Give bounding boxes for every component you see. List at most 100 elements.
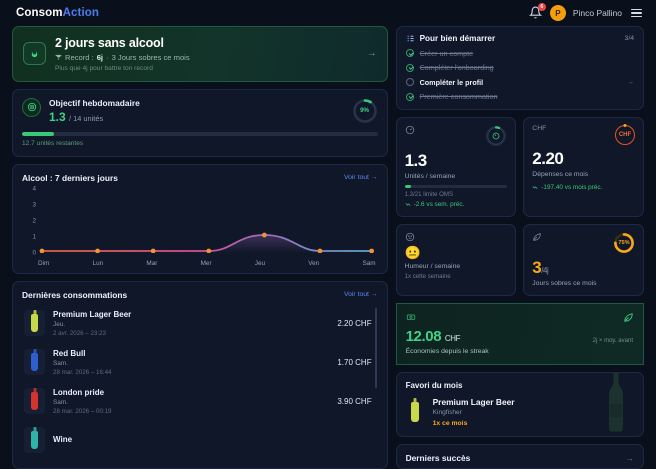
sober-number: 3 <box>532 258 542 277</box>
consumption-name: London pride <box>53 387 105 397</box>
favorite-row: Premium Lager Beer Kingfisher 1x ce mois <box>406 397 634 427</box>
chart-y-tick: 3 <box>32 201 36 208</box>
stat-row-1: 1.3 Unités / semaine 1.3/21 limite OMS -… <box>395 117 644 217</box>
sober-unit: /4j <box>541 266 549 275</box>
onboarding-item[interactable]: Créer un compte <box>405 49 634 58</box>
flame-icon-glyph <box>31 49 38 58</box>
money-icon-glyph <box>406 314 415 320</box>
check-circle-icon <box>405 49 414 57</box>
chf-coin-icon: CHF <box>615 125 635 145</box>
spend-delta: -197.40 vs mois préc. <box>532 184 635 191</box>
consumption-name: Red Bull <box>53 348 86 358</box>
sober-ring-svg <box>614 233 634 253</box>
avatar[interactable]: P <box>549 5 566 21</box>
streak-banner[interactable]: 2 jours sans alcool Record : 6j · 3 Jour… <box>12 26 388 82</box>
recent-consumptions-title: Dernières consommations <box>22 289 128 300</box>
consumption-price: 1.70 CHF <box>337 357 372 367</box>
alcohol-chart-see-all-link[interactable]: Voir tout → <box>343 174 378 181</box>
consumption-date: 28 mar. 2026 – 00:19 <box>53 407 112 415</box>
streak-arrow-icon[interactable]: → <box>366 48 377 60</box>
weekly-goal-unit: / 14 unités <box>69 113 104 123</box>
right-column: Pour bien démarrer 3/4 Créer un compte Co… <box>395 26 644 469</box>
onboarding-item[interactable]: Compléter l'onboarding <box>405 63 634 72</box>
units-value: 1.3 <box>404 151 428 170</box>
drink-bottle-icon <box>31 430 38 449</box>
chart-x-tick: Sam <box>362 259 376 267</box>
units-label: Unités / semaine <box>404 173 456 180</box>
alcohol-chart-card: Alcool : 7 derniers jours Voir tout → 0 1… <box>12 163 388 274</box>
recent-consumptions-card: Dernières consommations Voir tout → Prem… <box>12 280 388 469</box>
consumption-info: Wine <box>53 435 364 444</box>
onboarding-header: Pour bien démarrer 3/4 <box>406 34 634 43</box>
monthly-spend-card[interactable]: CHF CHF 2.20 Dépenses ce mois -197.40 vs… <box>523 117 644 217</box>
trophy-icon <box>55 54 62 60</box>
savings-number: 12.08 <box>405 328 442 345</box>
chart-x-tick: Jeu <box>254 259 266 267</box>
onboarding-item[interactable]: Compléter le profil → <box>405 78 634 87</box>
consumption-row[interactable]: Wine <box>22 421 378 459</box>
user-name: Pinco Pallino <box>572 8 622 18</box>
consumption-thumbnail <box>24 426 45 453</box>
chart-x-tick: Lun <box>92 259 104 267</box>
notifications-button[interactable]: 6 <box>528 3 546 20</box>
consumption-row[interactable]: London pride Sam. 28 mar. 2026 – 00:19 3.90… <box>22 382 378 421</box>
mood-icon <box>405 232 415 242</box>
consumption-row[interactable]: Premium Lager Beer Jeu. 2 avr. 2026 – 23:2… <box>22 304 378 343</box>
sober-days-card[interactable]: 75% 3/4j Jours sobres ce mois <box>523 224 644 296</box>
alcohol-chart-header: Alcool : 7 derniers jours Voir tout → <box>22 173 378 183</box>
spend-label: Dépenses ce mois <box>532 171 589 178</box>
favorite-count: 1x ce mois <box>432 420 468 427</box>
weekly-goal-ring: 9% <box>352 98 378 124</box>
stat-row-2: 😐 Humeur / semaine 1x cette semaine <box>395 224 644 296</box>
recent-consumptions-see-all-link[interactable]: Voir tout → <box>343 291 378 298</box>
app-logo[interactable]: ConsomAction <box>16 7 99 19</box>
hamburger-menu-icon[interactable] <box>629 7 644 20</box>
onboarding-item-label: Première consommation <box>419 92 498 101</box>
drink-bottle-icon <box>31 353 38 371</box>
chart-y-axis: 0 1 2 3 4 <box>22 185 38 256</box>
consumptions-scrollbar[interactable] <box>374 307 377 388</box>
notification-badge: 6 <box>537 3 546 11</box>
check-circle-icon <box>405 92 414 101</box>
content-columns: 2 jours sans alcool Record : 6j · 3 Jour… <box>0 26 656 469</box>
mood-sub: 1x cette semaine <box>404 273 451 280</box>
onboarding-item[interactable]: Première consommation <box>405 92 634 101</box>
favorite-brand: Kingfisher <box>432 409 462 416</box>
chart-x-tick: Mer <box>200 259 212 267</box>
consumption-thumbnail <box>24 349 45 375</box>
favorite-thumbnail <box>406 399 424 425</box>
consumption-day: Sam. <box>53 399 68 406</box>
checklist-icon <box>406 34 415 43</box>
weekly-goal-percent: 9% <box>360 107 370 114</box>
favorite-card[interactable]: Favori du mois Premium Lager Beer Kingfi… <box>395 372 644 437</box>
savings-top <box>406 312 634 323</box>
consumption-row[interactable]: Red Bull Sam. 28 mar. 2026 – 16:44 1.70 CHF <box>22 343 378 382</box>
check-circle-icon <box>405 63 414 72</box>
consumption-thumbnail <box>24 310 45 336</box>
savings-card[interactable]: 12.08 CHF Économies depuis le streak 2j … <box>395 303 644 365</box>
weekly-goal-card[interactable]: Objectif hebdomadaire 1.3 / 14 unités 9% <box>12 88 388 157</box>
savings-value: 12.08 CHF <box>406 328 634 345</box>
units-per-week-card[interactable]: 1.3 Unités / semaine 1.3/21 limite OMS -… <box>395 117 517 217</box>
recent-consumptions-list[interactable]: Premium Lager Beer Jeu. 2 avr. 2026 – 23:2… <box>22 304 378 469</box>
mood-card[interactable]: 😐 Humeur / semaine 1x cette semaine <box>395 224 517 296</box>
ghost-bottle-glyph <box>609 373 623 432</box>
weekly-goal-number: 1.3 <box>49 109 66 124</box>
target-icon-glyph <box>27 102 36 112</box>
sober-value: 3/4j <box>532 259 635 276</box>
bell-icon <box>528 6 542 19</box>
achievements-arrow-icon[interactable]: → <box>626 453 634 463</box>
streak-separator: · <box>106 53 109 62</box>
units-ring-svg <box>486 126 506 146</box>
sober-label: Jours sobres ce mois <box>532 280 597 287</box>
alcohol-chart-title: Alcool : 7 derniers jours <box>22 172 118 183</box>
onboarding-item-arrow-icon[interactable]: → <box>627 78 634 86</box>
achievements-header: Derniers succès → <box>406 453 634 463</box>
alcohol-chart-plot: 0 1 2 3 4 <box>22 185 378 267</box>
units-delta-text: -2.6 vs sem. préc. <box>413 201 465 208</box>
spend-currency-label: CHF <box>532 125 547 132</box>
weekly-goal-value: 1.3 / 14 unités <box>49 110 344 124</box>
onboarding-count: 3/4 <box>624 35 634 42</box>
gauge-small-icon <box>492 132 500 140</box>
record-label: Record : <box>65 53 94 62</box>
